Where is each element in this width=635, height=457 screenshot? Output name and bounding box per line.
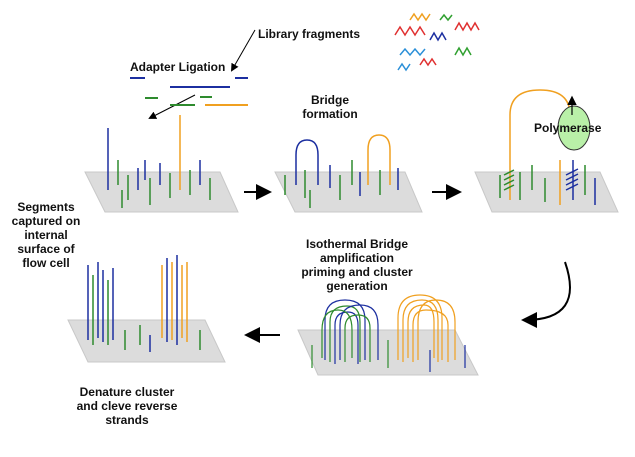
adapter-ligation-label: Adapter Ligation [130,60,226,74]
polymerase-label: Polymerase [534,121,602,135]
curved-arrow-icon [521,261,571,328]
flow-cell-plate-1 [84,115,239,213]
pointer-arrow-icon [231,29,256,72]
adapter-fragments [130,77,248,106]
bridge-formation-label: Bridge formation [302,93,358,121]
flow-cell-plate-4 [297,294,479,376]
segments-captured-label: Segments captured on internal surface of… [11,200,81,270]
isothermal-label: Isothermal Bridge amplification priming … [301,237,413,293]
denature-label: Denature cluster and cleve reverse stran… [76,385,178,427]
flow-cell-plate-5 [67,255,226,363]
pointer-arrow-icon [148,94,196,119]
library-fragments-squiggles [394,12,480,72]
library-fragments-label: Library fragments [258,27,361,41]
polymerase-icon [557,105,591,151]
flow-cell-plate-2 [274,134,423,213]
flow-cell-plate-3 [474,89,619,213]
